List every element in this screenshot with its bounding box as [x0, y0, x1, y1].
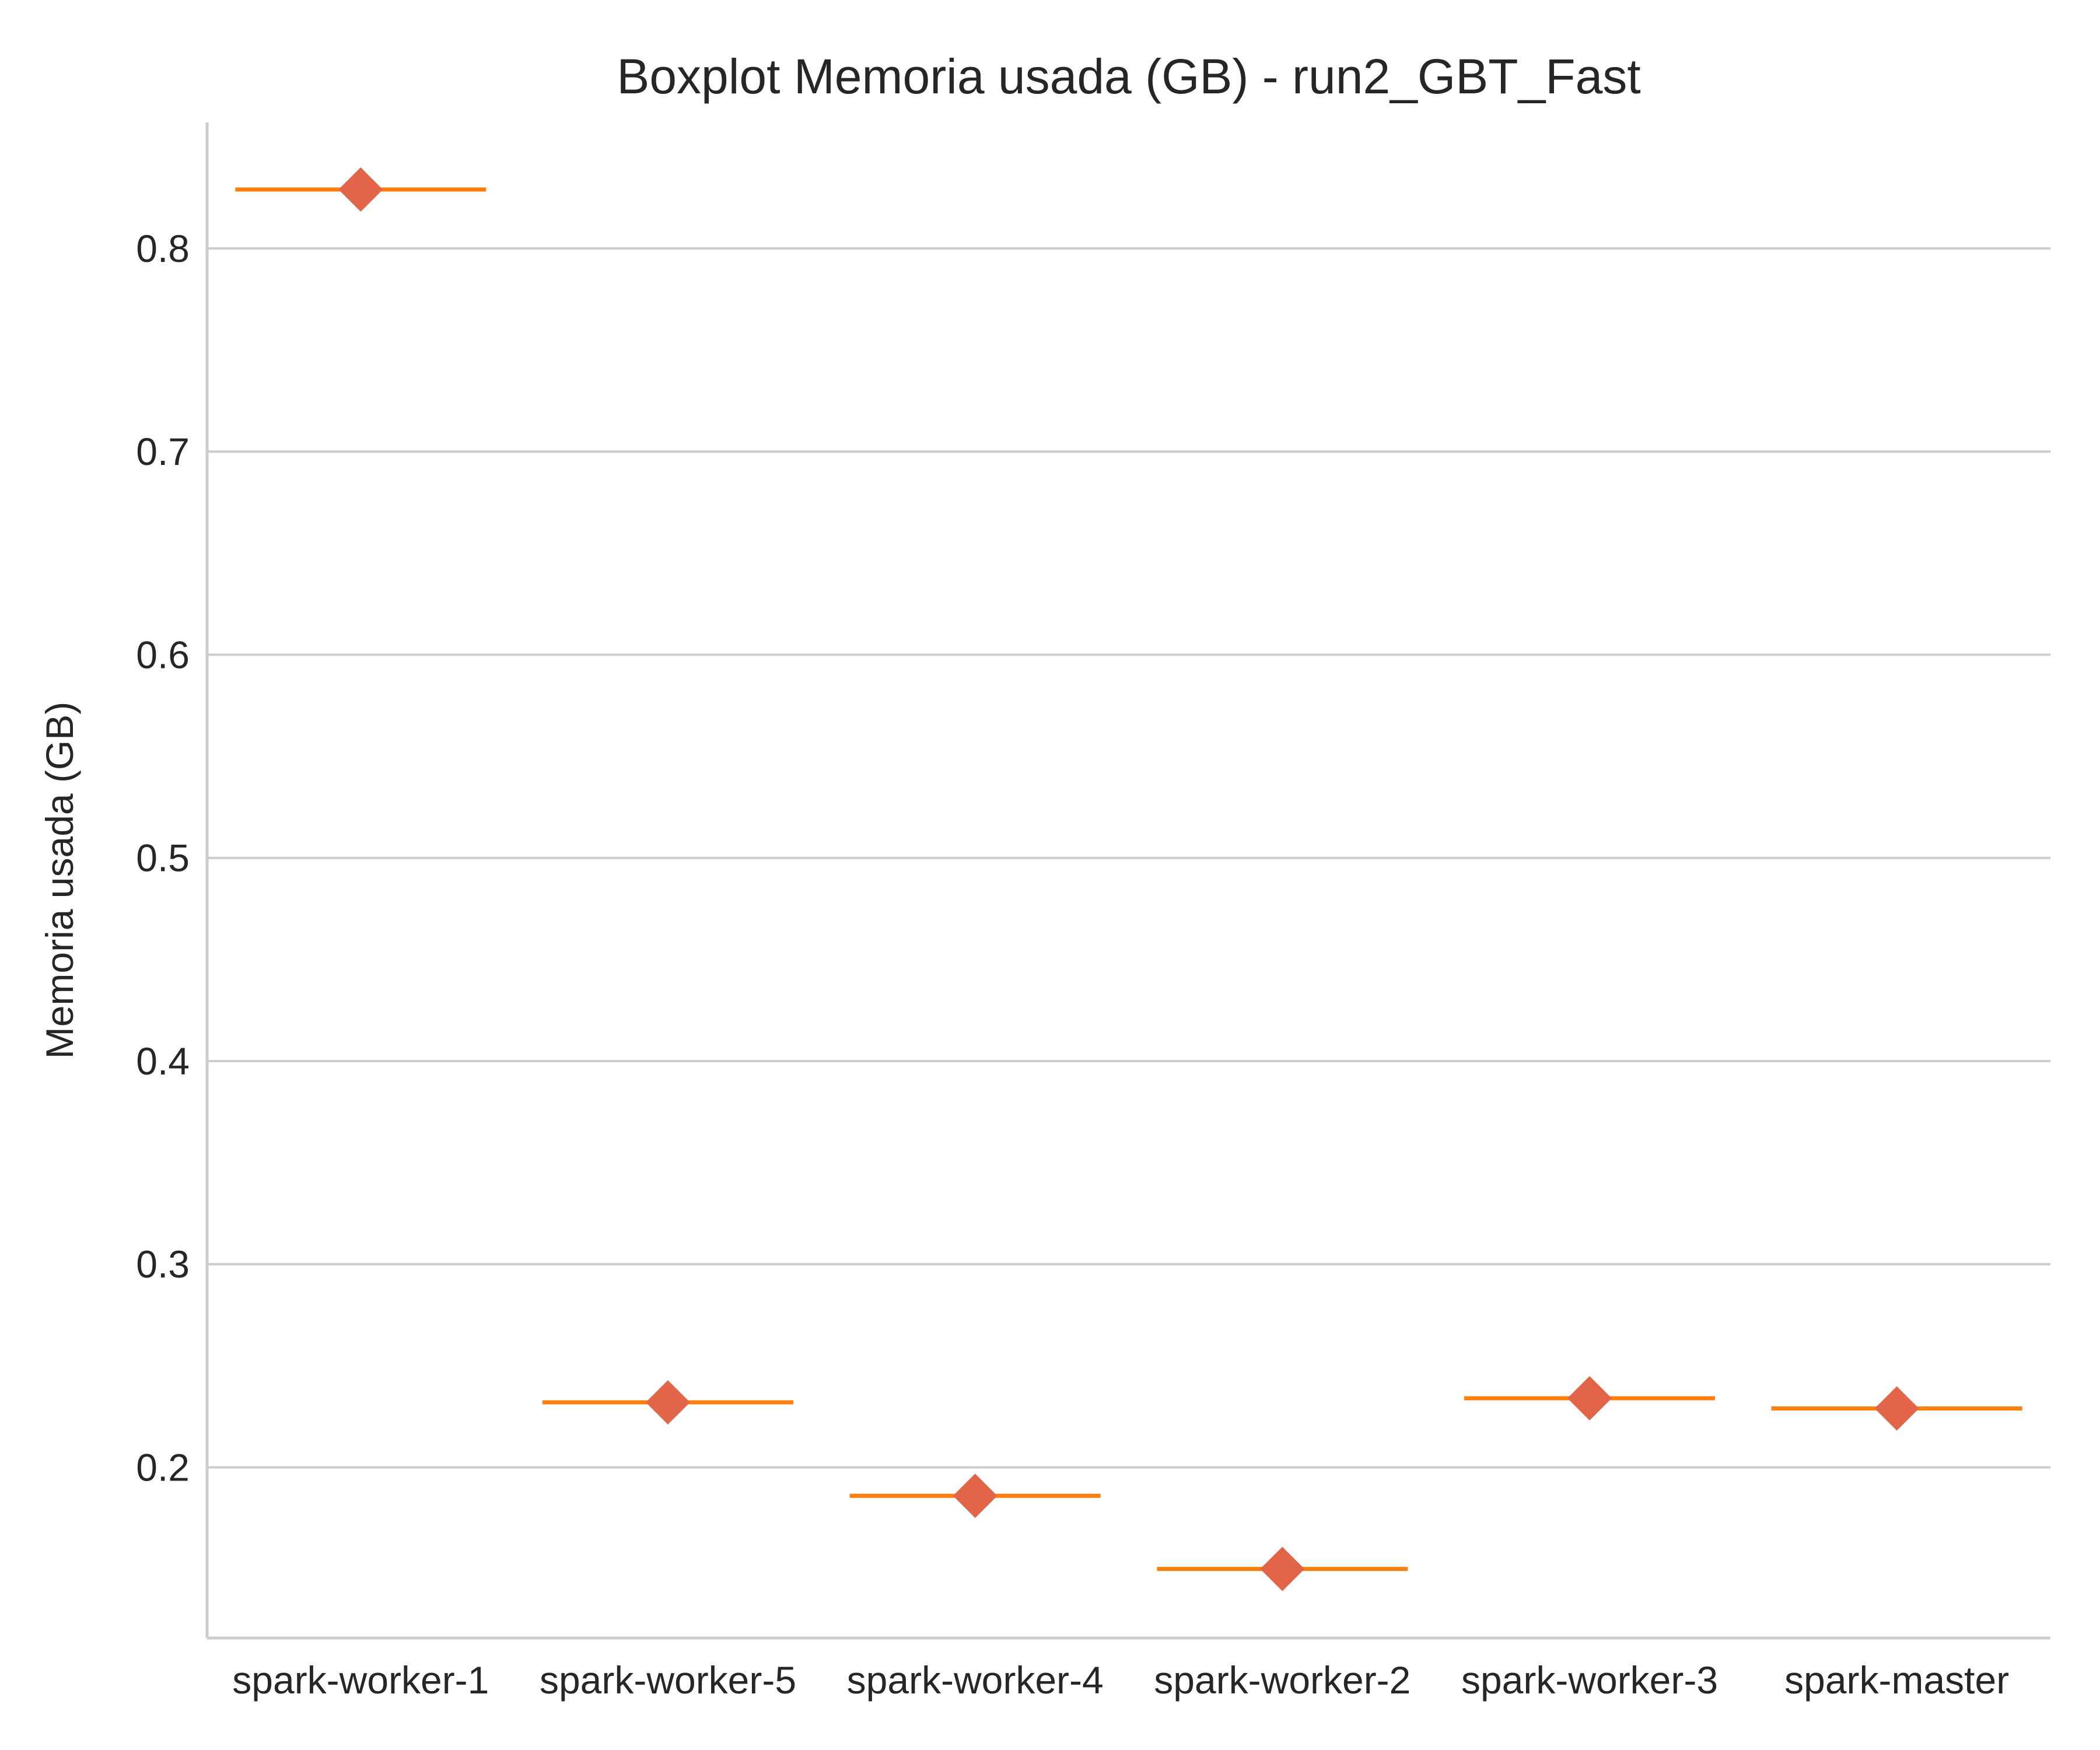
x-tick-label: spark-worker-1	[232, 1658, 489, 1702]
y-tick-label: 0.4	[136, 1040, 190, 1083]
mean-marker	[1874, 1386, 1919, 1431]
x-tick-label: spark-worker-4	[847, 1658, 1104, 1702]
x-tick-label: spark-master	[1784, 1658, 2009, 1702]
x-tick-label: spark-worker-5	[540, 1658, 796, 1702]
mean-marker	[953, 1474, 998, 1518]
mean-marker	[646, 1380, 690, 1425]
x-tick-label: spark-worker-2	[1154, 1658, 1410, 1702]
box-series	[235, 167, 2022, 1591]
x-tick-label: spark-worker-3	[1461, 1658, 1718, 1702]
y-tick-label: 0.3	[136, 1242, 190, 1286]
mean-marker	[1567, 1376, 1612, 1421]
chart-title: Boxplot Memoria usada (GB) - run2_GBT_Fa…	[617, 49, 1640, 104]
mean-marker	[1260, 1546, 1305, 1591]
x-tick-labels: spark-worker-1 spark-worker-5 spark-worker…	[232, 1658, 2009, 1702]
y-tick-labels: 0.2 0.3 0.4 0.5 0.6 0.7 0.8	[136, 227, 190, 1489]
y-tick-label: 0.6	[136, 633, 190, 676]
mean-marker	[338, 167, 383, 212]
y-tick-label: 0.5	[136, 836, 190, 880]
grid-lines	[207, 247, 2050, 1469]
y-axis-label: Memoria usada (GB)	[38, 702, 81, 1059]
y-tick-label: 0.8	[136, 227, 190, 270]
y-tick-label: 0.7	[136, 430, 190, 473]
y-tick-label: 0.2	[136, 1446, 190, 1489]
